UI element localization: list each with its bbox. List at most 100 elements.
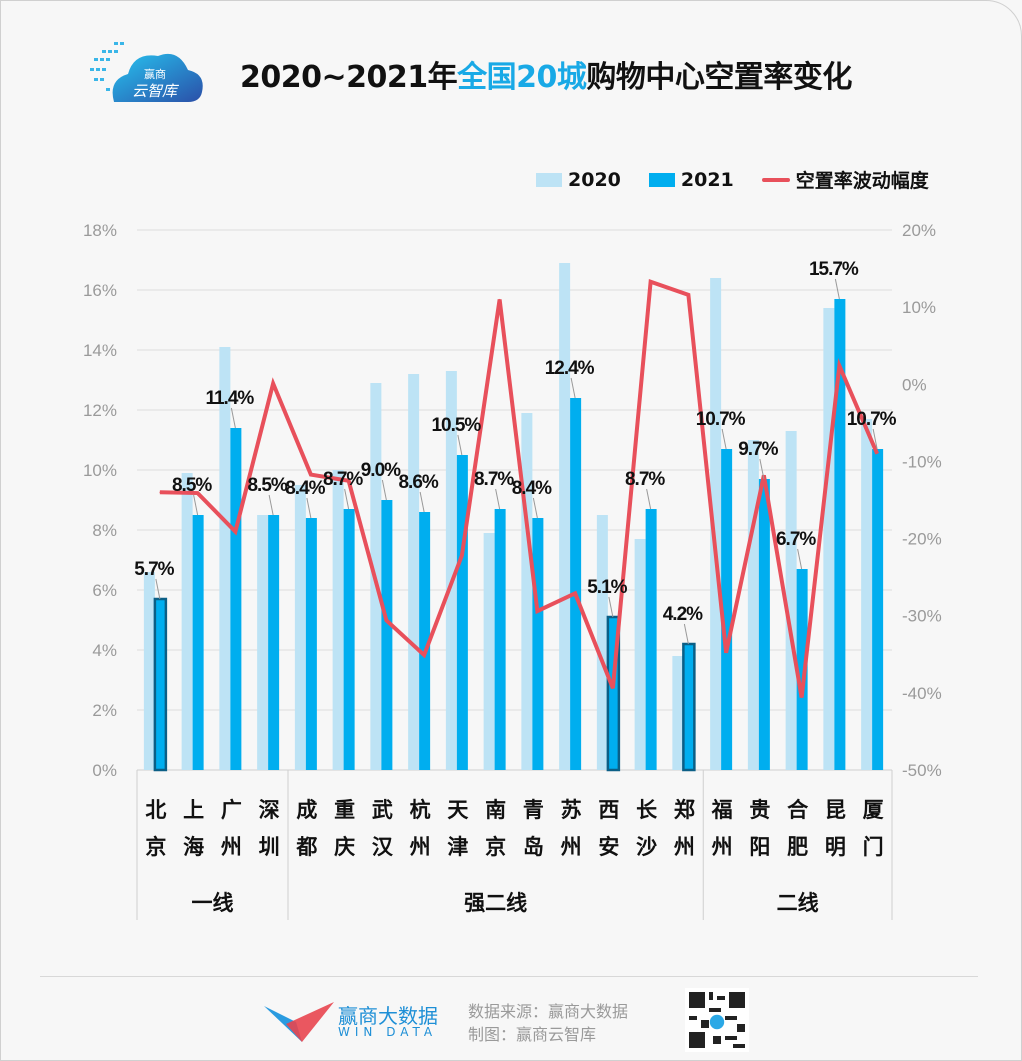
data-label-2021: 10.5% <box>431 415 481 436</box>
label-leader-line <box>570 377 576 399</box>
y-left-tick-label: 4% <box>92 641 117 660</box>
title-part-1: 2020~2021年 <box>240 60 458 95</box>
bar-2021 <box>645 509 657 770</box>
label-leader-line <box>381 479 387 501</box>
x-tick-label: 阳 <box>749 836 770 859</box>
logo-text-bottom: 云智库 <box>132 82 180 100</box>
x-tick-label: 肥 <box>787 836 808 859</box>
bar-2021 <box>758 479 770 770</box>
line-point <box>801 696 803 698</box>
data-label-2021: 4.2% <box>663 604 703 625</box>
y-left-tick-label: 6% <box>92 581 117 600</box>
line-point <box>725 652 727 654</box>
x-tick-label: 武 <box>372 799 393 822</box>
x-tick-label: 京 <box>485 835 506 859</box>
x-tick-label: 州 <box>410 836 431 859</box>
yunzhiku-logo: 赢商 云智库 <box>90 42 203 102</box>
label-leader-line <box>268 494 274 516</box>
line-point <box>234 531 236 533</box>
bar-2021 <box>570 398 582 770</box>
bar-2021 <box>532 518 544 770</box>
bar-2020 <box>408 374 420 770</box>
bar-2021 <box>721 449 733 770</box>
legend-item-2021: 2021 <box>648 168 734 191</box>
data-label-2021: 8.4% <box>512 478 552 499</box>
data-label-2021: 15.7% <box>809 259 859 280</box>
data-source: 数据来源：赢商大数据 <box>468 1002 629 1021</box>
bar-2020 <box>521 413 533 770</box>
bar-2020 <box>861 419 873 770</box>
x-tick-label: 州 <box>674 836 695 859</box>
line-point <box>838 365 840 367</box>
y-right-tick-label: -30% <box>902 607 942 626</box>
label-leader-line <box>457 434 463 456</box>
line-point <box>574 592 576 594</box>
x-tick-label: 天 <box>447 799 469 822</box>
y-left-tick-label: 0% <box>92 761 117 780</box>
label-leader-line <box>797 548 803 570</box>
x-tick-label: 青 <box>523 799 544 822</box>
x-tick-label: 海 <box>183 835 204 859</box>
group-label: 强二线 <box>464 891 527 915</box>
x-tick-label: 上 <box>183 799 204 822</box>
bar-2020 <box>483 533 495 770</box>
logo-text-top: 赢商 <box>144 67 166 81</box>
label-leader-line <box>532 497 538 519</box>
x-tick-label: 合 <box>787 798 809 822</box>
bar-2021 <box>305 518 317 770</box>
y-right-tick-label: 0% <box>902 375 927 394</box>
line-point <box>159 491 161 493</box>
bar-2020 <box>332 470 344 770</box>
data-label-2021: 8.7% <box>323 469 363 490</box>
fluctuation-line <box>159 278 879 698</box>
data-label-2021: 11.4% <box>205 388 254 409</box>
x-tick-label: 南 <box>485 798 506 822</box>
line-point <box>687 294 689 296</box>
data-label-2021: 10.7% <box>847 409 897 430</box>
x-tick-label: 昆 <box>825 799 846 822</box>
label-leader-line <box>683 623 689 645</box>
x-tick-label: 安 <box>598 835 619 859</box>
line-point <box>461 555 463 557</box>
legend-swatch-2021 <box>648 172 675 187</box>
x-tick-label: 京 <box>145 835 166 859</box>
label-leader-line <box>419 491 425 513</box>
data-label-2021: 10.7% <box>696 409 746 430</box>
bar-2021 <box>494 509 506 770</box>
bar-2021 <box>872 449 884 770</box>
bar-2021 <box>268 515 280 770</box>
y-left-tick-label: 14% <box>83 341 117 360</box>
bar-2020 <box>219 347 231 770</box>
footer-divider <box>40 976 978 977</box>
y-left-tick-label: 2% <box>92 701 117 720</box>
x-tick-label: 郑 <box>674 799 695 822</box>
x-tick-label: 庆 <box>334 835 355 859</box>
data-label-2021: 8.5% <box>247 475 287 496</box>
brand-name-en: WIN DATA <box>338 1025 438 1039</box>
line-point <box>385 619 387 621</box>
y-left-tick-label: 8% <box>92 521 117 540</box>
x-tick-label: 成 <box>296 798 317 822</box>
x-tick-label: 岛 <box>523 835 544 859</box>
legend-label-line: 空置率波动幅度 <box>795 170 929 192</box>
legend-label-2021: 2021 <box>680 168 734 191</box>
y-left-tick-label: 16% <box>83 281 117 300</box>
source-note: 数据来源：赢商大数据 制图：赢商云智库 <box>468 1000 628 1046</box>
bar-2020 <box>823 308 835 770</box>
line-point <box>197 492 199 494</box>
label-leader-line <box>759 458 765 480</box>
group-label: 一线 <box>192 891 234 915</box>
bar-2021 <box>192 515 204 770</box>
label-leader-line <box>193 494 199 516</box>
legend-item-2020: 2020 <box>536 169 621 191</box>
line-point <box>423 654 425 656</box>
line-point <box>612 687 614 689</box>
x-tick-label: 明 <box>825 836 846 859</box>
page-title: 2020~2021年全国20城购物中心空置率变化 <box>240 52 852 96</box>
group-label: 二线 <box>777 891 819 915</box>
qr-code-icon <box>685 988 749 1052</box>
data-label-2021: 8.7% <box>474 469 514 490</box>
x-tick-label: 贵 <box>749 799 770 822</box>
line-point <box>348 480 350 482</box>
